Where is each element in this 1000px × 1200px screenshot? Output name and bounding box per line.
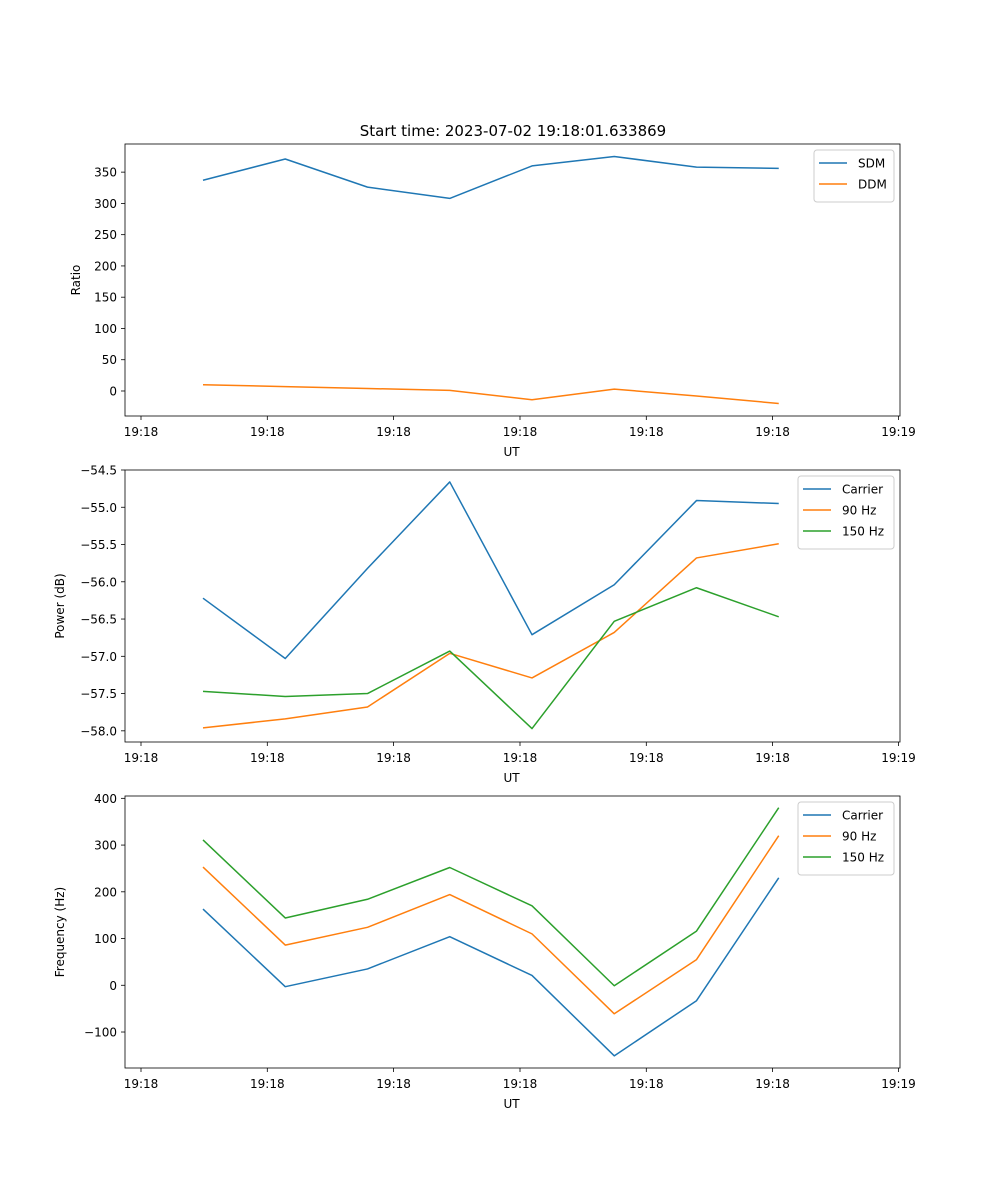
x-tick-label: 19:19 <box>881 425 916 439</box>
x-tick-label: 19:18 <box>629 1077 664 1091</box>
x-tick-label: 19:18 <box>124 751 159 765</box>
y-tick-label: −100 <box>84 1026 117 1040</box>
figure-title: Start time: 2023-07-02 19:18:01.633869 <box>360 122 666 140</box>
legend-label: 150 Hz <box>842 525 884 539</box>
x-tick-label: 19:19 <box>881 751 916 765</box>
y-tick-label: 150 <box>94 291 117 305</box>
y-tick-label: −57.5 <box>80 687 117 701</box>
x-tick-label: 19:18 <box>376 751 411 765</box>
y-tick-label: −56.0 <box>80 575 117 589</box>
y-tick-label: −56.5 <box>80 613 117 627</box>
y-axis-label: Frequency (Hz) <box>53 887 67 978</box>
series-line-sdm <box>202 155 779 200</box>
legend: SDM DDM <box>813 149 895 203</box>
y-tick-label: 250 <box>94 228 117 242</box>
x-tick-label: 19:18 <box>250 1077 285 1091</box>
x-axis-label: UT <box>503 1097 520 1111</box>
legend-label: DDM <box>858 178 887 192</box>
y-tick-label: −58.0 <box>80 724 117 738</box>
chart-panel-1: 19:18 19:18 19:18 19:18 19:18 19:18 19:19 0 50 10… <box>69 143 916 459</box>
legend-label: 90 Hz <box>842 504 876 518</box>
y-tick-label: −54.5 <box>80 464 117 478</box>
series-line-90-hz <box>202 543 779 729</box>
legend: Carrier 90 Hz 150 Hz <box>797 801 895 876</box>
y-tick-label: 200 <box>94 259 117 273</box>
y-axis-label: Power (dB) <box>53 573 67 638</box>
series-line-90-hz <box>202 835 780 1015</box>
plot-frame <box>124 795 901 1069</box>
chart-panel-3: 19:18 19:18 19:18 19:18 19:18 19:18 19:19 −100 0… <box>53 792 916 1111</box>
y-tick-label: 100 <box>94 322 117 336</box>
y-axis-label: Ratio <box>69 265 83 296</box>
series-line-ddm <box>202 383 779 405</box>
y-tick-label: 350 <box>94 166 117 180</box>
y-tick-label: −55.5 <box>80 538 117 552</box>
x-tick-label: 19:18 <box>629 751 664 765</box>
y-tick-label: −57.0 <box>80 650 117 664</box>
legend-label: 90 Hz <box>842 830 876 844</box>
series-line-carrier <box>202 481 779 660</box>
y-tick-label: 0 <box>109 979 117 993</box>
y-tick-label: 100 <box>94 932 117 946</box>
x-tick-label: 19:18 <box>503 425 538 439</box>
legend-label: Carrier <box>842 809 883 823</box>
plot-frame <box>124 143 901 417</box>
legend-label: 150 Hz <box>842 851 884 865</box>
x-tick-label: 19:18 <box>376 425 411 439</box>
x-tick-label: 19:18 <box>755 1077 790 1091</box>
legend: Carrier 90 Hz 150 Hz <box>797 475 895 550</box>
x-axis-label: UT <box>503 771 520 785</box>
y-tick-label: −55.0 <box>80 501 117 515</box>
x-tick-label: 19:18 <box>250 751 285 765</box>
x-tick-label: 19:18 <box>755 751 790 765</box>
chart-panel-2: 19:18 19:18 19:18 19:18 19:18 19:18 19:19 −58.0… <box>53 464 916 786</box>
x-tick-label: 19:18 <box>503 751 538 765</box>
x-axis-label: UT <box>503 445 520 459</box>
x-tick-label: 19:19 <box>881 1077 916 1091</box>
x-tick-label: 19:18 <box>376 1077 411 1091</box>
y-tick-label: 300 <box>94 839 117 853</box>
x-tick-label: 19:18 <box>250 425 285 439</box>
series-line-150-hz <box>202 586 779 730</box>
legend-label: Carrier <box>842 483 883 497</box>
y-tick-label: 50 <box>102 353 117 367</box>
legend-label: SDM <box>858 157 885 171</box>
x-tick-label: 19:18 <box>124 425 159 439</box>
y-tick-label: 0 <box>109 384 117 398</box>
x-tick-label: 19:18 <box>755 425 790 439</box>
y-tick-label: 200 <box>94 885 117 899</box>
series-line-carrier <box>202 877 780 1057</box>
series-line-150-hz <box>202 807 780 987</box>
x-tick-label: 19:18 <box>124 1077 159 1091</box>
plot-frame <box>124 469 901 743</box>
x-tick-label: 19:18 <box>503 1077 538 1091</box>
y-tick-label: 400 <box>94 792 117 806</box>
x-tick-label: 19:18 <box>629 425 664 439</box>
y-tick-label: 300 <box>94 197 117 211</box>
